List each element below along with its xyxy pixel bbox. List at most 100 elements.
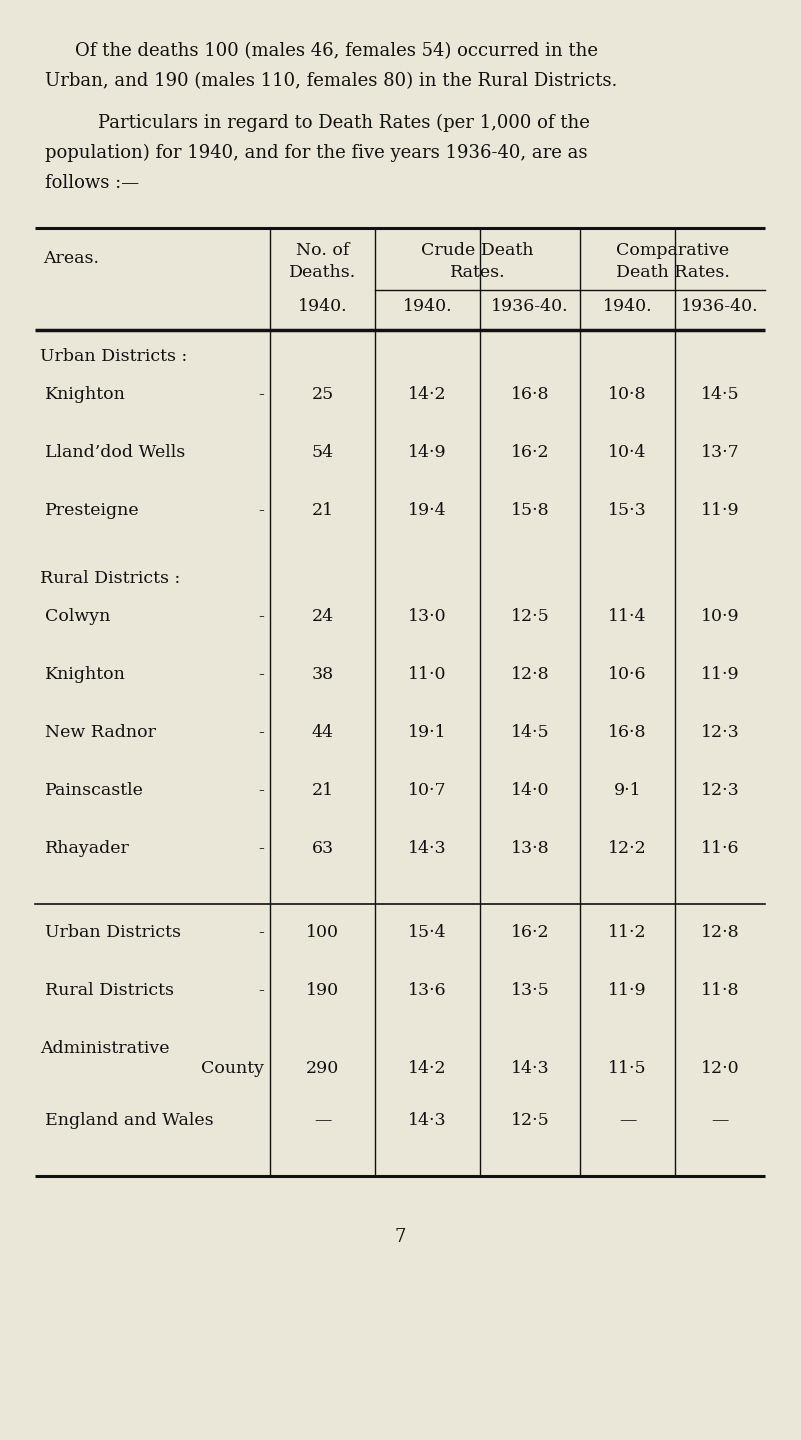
Text: 12·2: 12·2 [608,840,647,857]
Text: 25: 25 [312,386,334,403]
Text: -: - [258,503,264,518]
Text: 14·3: 14·3 [511,1060,549,1077]
Text: Death Rates.: Death Rates. [615,264,730,281]
Text: 12·3: 12·3 [701,782,739,799]
Text: 14·5: 14·5 [701,386,739,403]
Text: Knighton: Knighton [45,665,126,683]
Text: 14·2: 14·2 [409,1060,447,1077]
Text: 13·6: 13·6 [409,982,447,999]
Text: Of the deaths 100 (males 46, females 54) occurred in the: Of the deaths 100 (males 46, females 54)… [75,42,598,60]
Text: 11·5: 11·5 [608,1060,647,1077]
Text: 14·0: 14·0 [511,782,549,799]
Text: Areas.: Areas. [43,251,99,266]
Text: Urban Districts: Urban Districts [45,924,181,940]
Text: —: — [711,1112,729,1129]
Text: 13·8: 13·8 [511,840,549,857]
Text: Painscastle: Painscastle [45,782,144,799]
Text: 15·3: 15·3 [608,503,647,518]
Text: Particulars in regard to Death Rates (per 1,000 of the: Particulars in regard to Death Rates (pe… [75,114,590,132]
Text: Rural Districts :: Rural Districts : [40,570,180,588]
Text: 12·8: 12·8 [511,665,549,683]
Text: -: - [258,386,264,403]
Text: 19·1: 19·1 [409,724,447,742]
Text: 1936-40.: 1936-40. [491,298,569,315]
Text: 11·6: 11·6 [701,840,739,857]
Text: 11·0: 11·0 [409,665,447,683]
Text: 12·5: 12·5 [510,608,549,625]
Text: 21: 21 [312,503,333,518]
Text: 44: 44 [312,724,333,742]
Text: 12·5: 12·5 [510,1112,549,1129]
Text: Urban, and 190 (males 110, females 80) in the Rural Districts.: Urban, and 190 (males 110, females 80) i… [45,72,618,89]
Text: 63: 63 [312,840,333,857]
Text: 10·9: 10·9 [701,608,739,625]
Text: 190: 190 [306,982,339,999]
Text: Crude Death: Crude Death [421,242,533,259]
Text: 1936-40.: 1936-40. [681,298,759,315]
Text: 11·9: 11·9 [701,665,739,683]
Text: 16·8: 16·8 [511,386,549,403]
Text: 12·3: 12·3 [701,724,739,742]
Text: 12·8: 12·8 [701,924,739,940]
Text: 11·4: 11·4 [608,608,646,625]
Text: 15·8: 15·8 [511,503,549,518]
Text: 19·4: 19·4 [409,503,447,518]
Text: Comparative: Comparative [616,242,729,259]
Text: 9·1: 9·1 [614,782,642,799]
Text: 24: 24 [312,608,333,625]
Text: 16·2: 16·2 [511,924,549,940]
Text: 14·5: 14·5 [511,724,549,742]
Text: 10·4: 10·4 [608,444,646,461]
Text: -: - [258,840,264,857]
Text: County: County [201,1060,264,1077]
Text: Urban Districts :: Urban Districts : [40,348,187,364]
Text: 14·9: 14·9 [409,444,447,461]
Text: Colwyn: Colwyn [45,608,111,625]
Text: -: - [258,924,264,940]
Text: No. of: No. of [296,242,349,259]
Text: 11·9: 11·9 [701,503,739,518]
Text: Administrative: Administrative [40,1040,170,1057]
Text: Lland’dod Wells: Lland’dod Wells [45,444,185,461]
Text: 14·3: 14·3 [409,840,447,857]
Text: Rhayader: Rhayader [45,840,130,857]
Text: 290: 290 [306,1060,339,1077]
Text: —: — [619,1112,636,1129]
Text: 14·3: 14·3 [409,1112,447,1129]
Text: 38: 38 [312,665,333,683]
Text: 11·9: 11·9 [608,982,647,999]
Text: population) for 1940, and for the five years 1936-40, are as: population) for 1940, and for the five y… [45,144,587,163]
Text: Deaths.: Deaths. [289,264,356,281]
Text: -: - [258,724,264,742]
Text: England and Wales: England and Wales [45,1112,214,1129]
Text: 15·4: 15·4 [409,924,447,940]
Text: -: - [258,608,264,625]
Text: 16·8: 16·8 [608,724,646,742]
Text: 13·7: 13·7 [701,444,739,461]
Text: 10·8: 10·8 [608,386,646,403]
Text: 16·2: 16·2 [511,444,549,461]
Text: 1940.: 1940. [298,298,348,315]
Text: 7: 7 [395,1228,406,1246]
Text: —: — [314,1112,331,1129]
Text: Rates.: Rates. [449,264,505,281]
Text: 100: 100 [306,924,339,940]
Text: -: - [258,782,264,799]
Text: 21: 21 [312,782,333,799]
Text: 1940.: 1940. [602,298,652,315]
Text: 11·8: 11·8 [701,982,739,999]
Text: 10·7: 10·7 [409,782,447,799]
Text: -: - [258,982,264,999]
Text: Knighton: Knighton [45,386,126,403]
Text: 12·0: 12·0 [701,1060,739,1077]
Text: 13·5: 13·5 [510,982,549,999]
Text: 14·2: 14·2 [409,386,447,403]
Text: New Radnor: New Radnor [45,724,156,742]
Text: 1940.: 1940. [403,298,453,315]
Text: 54: 54 [312,444,333,461]
Text: 13·0: 13·0 [409,608,447,625]
Text: 10·6: 10·6 [608,665,646,683]
Text: 11·2: 11·2 [608,924,647,940]
Text: Presteigne: Presteigne [45,503,139,518]
Text: -: - [258,665,264,683]
